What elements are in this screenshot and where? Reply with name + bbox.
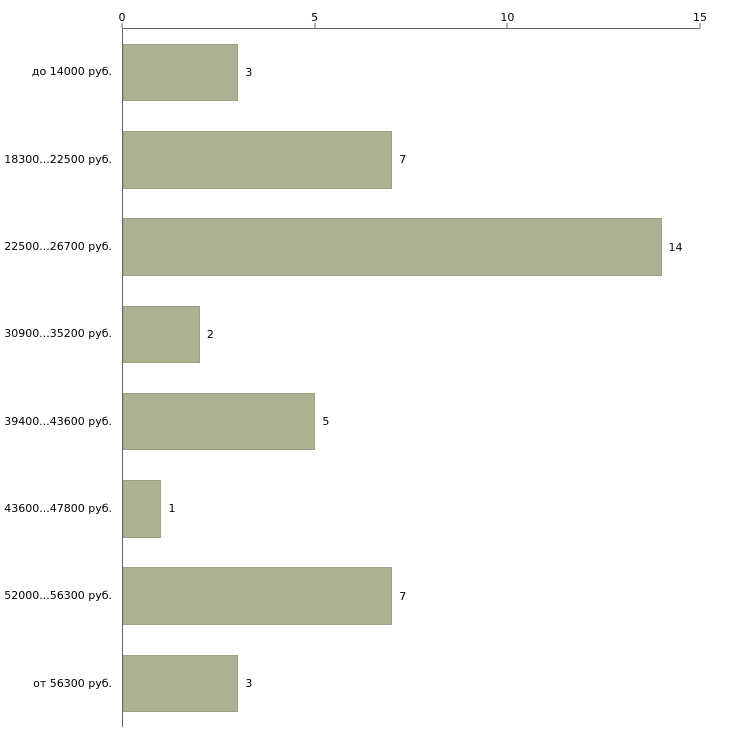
category-row: 52000...56300 руб. — [0, 552, 117, 639]
value-label: 14 — [668, 240, 683, 254]
value-label: 5 — [322, 415, 330, 429]
value-label: 7 — [399, 589, 407, 603]
bar — [123, 131, 393, 189]
bar — [123, 392, 316, 451]
value-label: 3 — [245, 676, 253, 690]
bar — [123, 567, 393, 625]
bar — [123, 654, 239, 713]
category-row: до 14000 руб. — [0, 28, 117, 115]
category-label: 43600...47800 руб. — [4, 502, 112, 516]
category-label: 18300...22500 руб. — [4, 152, 112, 166]
category-row: 30900...35200 руб. — [0, 290, 117, 377]
bar-row: 7 — [123, 116, 700, 203]
category-label: от 56300 руб. — [33, 676, 112, 690]
value-label: 1 — [168, 502, 176, 516]
plot-area: 3 7 14 2 5 1 7 3 — [122, 28, 700, 727]
category-row: 39400...43600 руб. — [0, 378, 117, 465]
bar-row: 5 — [123, 378, 700, 465]
bar-row: 3 — [123, 29, 700, 116]
category-label: 52000...56300 руб. — [4, 589, 112, 603]
value-label: 7 — [399, 153, 407, 167]
bar-row: 3 — [123, 640, 700, 727]
bar — [123, 218, 662, 276]
category-label: 39400...43600 руб. — [4, 414, 112, 428]
category-label: 30900...35200 руб. — [4, 327, 112, 341]
bar — [123, 43, 239, 102]
value-label: 2 — [206, 327, 214, 341]
category-row: 22500...26700 руб. — [0, 203, 117, 290]
bar-row: 2 — [123, 291, 700, 378]
x-tick-mark — [506, 23, 508, 28]
category-row: 43600...47800 руб. — [0, 465, 117, 552]
bar-row: 1 — [123, 465, 700, 552]
category-row: 18300...22500 руб. — [0, 115, 117, 202]
x-tick-mark — [314, 23, 316, 28]
category-label: 22500...26700 руб. — [4, 239, 112, 253]
bar-row: 7 — [123, 553, 700, 640]
category-label: до 14000 руб. — [31, 65, 112, 79]
value-label: 3 — [245, 66, 253, 80]
x-axis: 0 5 10 15 — [118, 0, 707, 28]
x-tick-label: 5 — [311, 11, 319, 24]
x-tick-mark — [121, 23, 123, 28]
bar — [123, 305, 200, 364]
y-axis-category-labels: до 14000 руб. 18300...22500 руб. 22500...2… — [0, 28, 117, 727]
x-tick-label: 10 — [500, 11, 515, 24]
x-tick-mark — [699, 23, 701, 28]
bar — [123, 480, 162, 538]
bar-row: 14 — [123, 204, 700, 291]
category-row: от 56300 руб. — [0, 640, 117, 727]
x-tick-label: 15 — [693, 11, 707, 24]
x-tick-label: 0 — [118, 11, 126, 24]
